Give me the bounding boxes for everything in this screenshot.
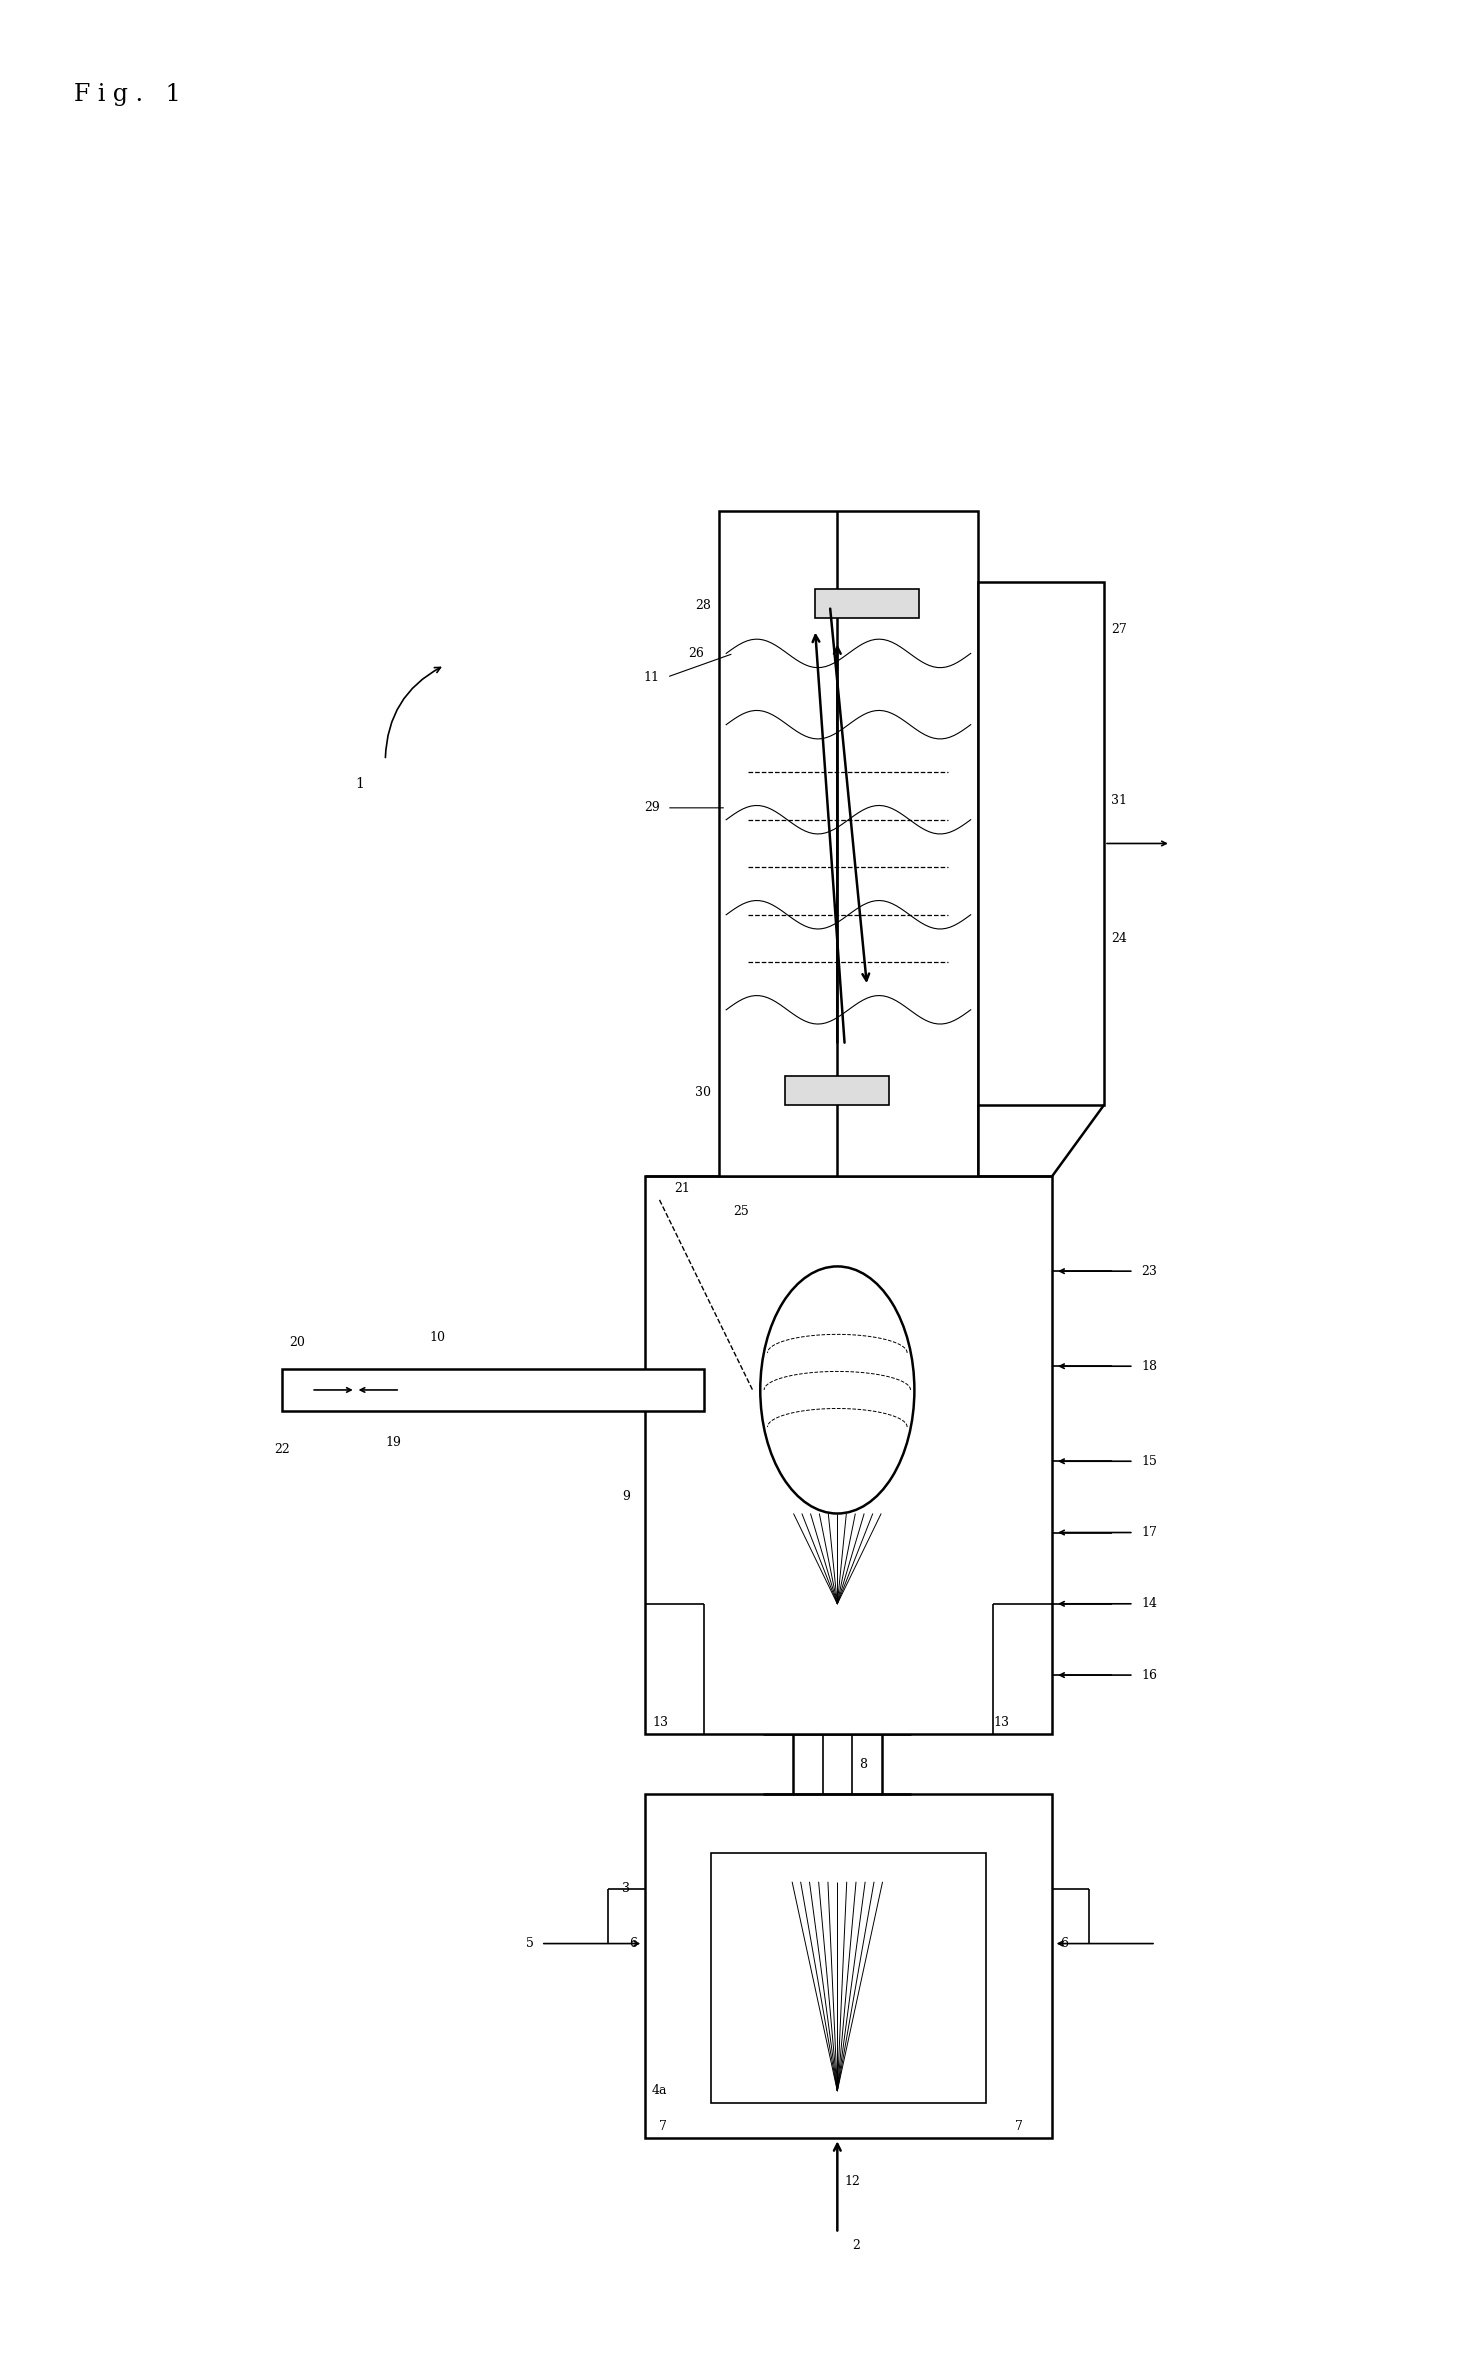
Bar: [978, 582, 1104, 1105]
Bar: [719, 511, 978, 1176]
Bar: [815, 589, 919, 618]
Text: 26: 26: [688, 646, 704, 661]
Text: 1: 1: [356, 777, 365, 791]
Text: 9: 9: [622, 1490, 630, 1504]
Text: 10: 10: [430, 1331, 446, 1345]
Text: 30: 30: [695, 1086, 711, 1100]
Text: 20: 20: [289, 1335, 305, 1350]
Bar: [785, 1076, 889, 1105]
Text: 31: 31: [1112, 794, 1128, 808]
Text: 29: 29: [643, 801, 659, 815]
Bar: [645, 1794, 1052, 2138]
Text: 17: 17: [1141, 1525, 1157, 1540]
Text: 24: 24: [1112, 931, 1128, 946]
Text: 2: 2: [852, 2238, 860, 2252]
Text: 13: 13: [652, 1715, 668, 1730]
Text: 25: 25: [734, 1205, 750, 1219]
Text: 12: 12: [845, 2174, 861, 2188]
Text: 19: 19: [385, 1435, 402, 1449]
Text: 6: 6: [1060, 1936, 1067, 1951]
Text: 6: 6: [630, 1936, 637, 1951]
Text: 15: 15: [1141, 1454, 1157, 1468]
Text: 23: 23: [1141, 1264, 1157, 1278]
Text: 22: 22: [274, 1442, 290, 1456]
Text: 7: 7: [659, 2119, 667, 2134]
Bar: [645, 1176, 1052, 1734]
Text: 4a: 4a: [652, 2084, 667, 2098]
Text: 3: 3: [622, 1882, 630, 1896]
Text: 13: 13: [993, 1715, 1009, 1730]
Text: 8: 8: [860, 1758, 867, 1770]
Bar: [282, 1369, 704, 1411]
Text: 18: 18: [1141, 1359, 1157, 1373]
Text: 28: 28: [695, 599, 711, 613]
Text: 7: 7: [1015, 2119, 1023, 2134]
Text: 21: 21: [674, 1181, 691, 1195]
Bar: [711, 1853, 986, 2103]
Text: 5: 5: [526, 1936, 534, 1951]
Text: 11: 11: [643, 670, 659, 684]
Text: 27: 27: [1112, 623, 1128, 637]
Text: F i g .   1: F i g . 1: [74, 83, 181, 107]
Text: 14: 14: [1141, 1597, 1157, 1611]
Text: 16: 16: [1141, 1668, 1157, 1682]
